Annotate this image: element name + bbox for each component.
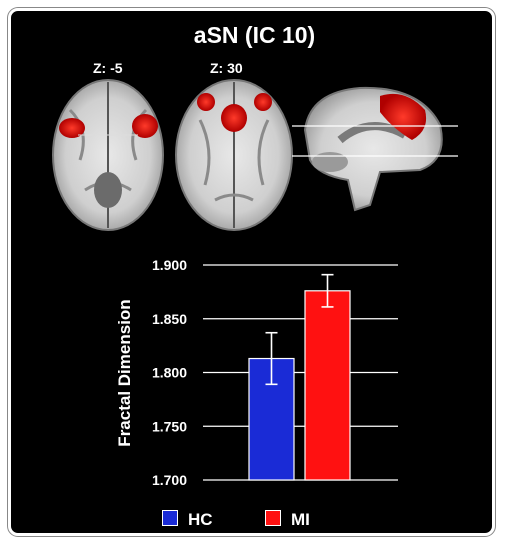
y-tick-label: 1.800 <box>152 365 187 381</box>
legend-mi-label: MI <box>291 510 310 529</box>
y-tick-label: 1.850 <box>152 311 187 327</box>
legend-mi: MI <box>265 510 310 530</box>
y-tick-label: 1.900 <box>152 257 187 273</box>
slice-label-axial-2: Z: 30 <box>210 60 243 76</box>
sagittal-slice <box>292 86 458 212</box>
legend-hc: HC <box>162 510 213 530</box>
figure-title: aSN (IC 10) <box>193 22 316 48</box>
y-axis-label: Fractal Dimension <box>115 299 134 446</box>
legend-mi-swatch <box>265 510 281 526</box>
legend-hc-swatch <box>162 510 178 526</box>
axial-slice-1 <box>52 79 164 231</box>
legend-hc-label: HC <box>188 510 213 529</box>
y-tick-label: 1.750 <box>152 418 187 434</box>
axial-slice-2 <box>175 79 293 231</box>
slice-label-axial-1: Z: -5 <box>93 60 123 76</box>
bar-mi <box>304 290 351 481</box>
y-tick-label: 1.700 <box>152 472 187 488</box>
